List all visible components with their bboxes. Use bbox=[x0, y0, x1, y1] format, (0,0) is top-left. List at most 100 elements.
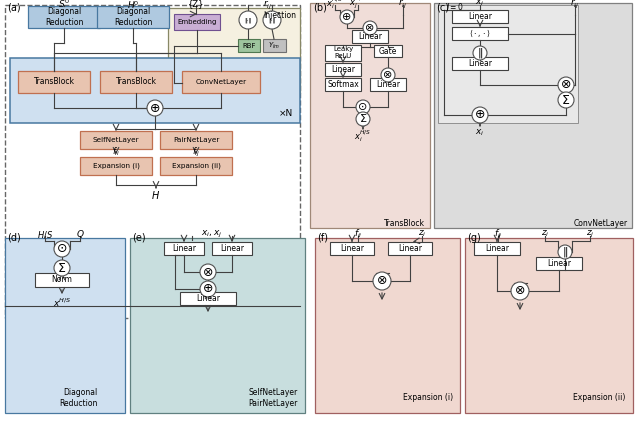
Text: Linear: Linear bbox=[340, 244, 364, 253]
Bar bbox=[325, 63, 361, 76]
Bar bbox=[168, 8, 300, 93]
Text: ⊕: ⊕ bbox=[150, 101, 160, 114]
Text: Linear: Linear bbox=[376, 80, 400, 89]
Circle shape bbox=[54, 260, 70, 276]
Circle shape bbox=[147, 100, 163, 116]
Text: Linear: Linear bbox=[331, 65, 355, 74]
Bar bbox=[325, 78, 361, 91]
Circle shape bbox=[54, 241, 70, 257]
Circle shape bbox=[472, 107, 488, 123]
Text: RBF: RBF bbox=[243, 42, 256, 48]
Bar bbox=[238, 39, 260, 52]
Text: Diagonal
Reduction: Diagonal Reduction bbox=[60, 388, 98, 408]
Circle shape bbox=[363, 21, 377, 35]
Bar bbox=[174, 14, 220, 30]
Text: $x_j^{H/S}$: $x_j^{H/S}$ bbox=[349, 0, 367, 11]
Text: $Q$: $Q$ bbox=[76, 228, 84, 240]
Text: Linear: Linear bbox=[172, 244, 196, 253]
Text: Norm: Norm bbox=[52, 275, 72, 284]
Text: (a): (a) bbox=[7, 3, 20, 13]
Text: (d): (d) bbox=[7, 233, 20, 243]
Bar bbox=[130, 238, 305, 413]
Text: Linear: Linear bbox=[196, 294, 220, 303]
Text: $f_{ii}$: $f_{ii}$ bbox=[112, 146, 120, 158]
Text: $z_i$: $z_i$ bbox=[418, 229, 426, 239]
Text: $l=0$: $l=0$ bbox=[446, 1, 464, 13]
Bar bbox=[160, 131, 232, 149]
Circle shape bbox=[356, 100, 370, 114]
Bar bbox=[35, 273, 89, 287]
Text: $S^0$: $S^0$ bbox=[58, 0, 70, 10]
Circle shape bbox=[200, 264, 216, 280]
Bar bbox=[263, 39, 286, 52]
Circle shape bbox=[356, 112, 370, 126]
Bar bbox=[315, 238, 460, 413]
Bar bbox=[5, 5, 300, 318]
Text: ⊗: ⊗ bbox=[383, 70, 393, 80]
Bar bbox=[325, 45, 361, 61]
Text: $\hat{H}^0$: $\hat{H}^0$ bbox=[127, 0, 140, 11]
Bar bbox=[352, 30, 388, 43]
Text: ⊗: ⊗ bbox=[561, 78, 572, 91]
Text: TransBlock: TransBlock bbox=[115, 78, 157, 87]
Text: ‖·‖: ‖·‖ bbox=[244, 17, 252, 23]
Circle shape bbox=[373, 272, 391, 290]
Bar bbox=[160, 157, 232, 175]
Text: ‖: ‖ bbox=[563, 247, 568, 257]
Circle shape bbox=[511, 282, 529, 300]
Bar bbox=[18, 71, 90, 93]
Bar bbox=[5, 238, 125, 413]
Text: Expansion (i): Expansion (i) bbox=[93, 163, 140, 169]
Text: (b): (b) bbox=[313, 3, 327, 13]
Text: $z_i$: $z_i$ bbox=[541, 229, 549, 239]
Bar bbox=[212, 242, 252, 255]
Bar bbox=[330, 242, 374, 255]
Text: ⊙: ⊙ bbox=[57, 242, 67, 255]
Text: ⊗: ⊗ bbox=[515, 284, 525, 297]
Text: $x_i$: $x_i$ bbox=[476, 0, 484, 8]
Circle shape bbox=[340, 10, 354, 24]
Text: (f): (f) bbox=[317, 233, 328, 243]
Text: Linear: Linear bbox=[468, 59, 492, 68]
Text: (c): (c) bbox=[436, 3, 449, 13]
Text: Linear: Linear bbox=[547, 259, 571, 268]
Text: Σ: Σ bbox=[562, 94, 570, 107]
Text: PairNetLayer: PairNetLayer bbox=[173, 137, 219, 143]
Text: $\tilde{r}_{ij}$: $\tilde{r}_{ij}$ bbox=[398, 0, 408, 10]
Text: ⊕: ⊕ bbox=[475, 109, 485, 122]
Text: ⊕: ⊕ bbox=[203, 282, 213, 295]
Text: Expansion (i): Expansion (i) bbox=[403, 394, 453, 403]
Circle shape bbox=[263, 11, 281, 29]
Text: SelfNetLayer
PairNetLayer: SelfNetLayer PairNetLayer bbox=[248, 388, 298, 408]
Bar bbox=[452, 27, 508, 40]
Text: Injection: Injection bbox=[263, 11, 296, 20]
Bar bbox=[438, 5, 578, 123]
Circle shape bbox=[558, 92, 574, 108]
Text: ‖·‖: ‖·‖ bbox=[268, 17, 276, 23]
Text: Gate: Gate bbox=[379, 46, 397, 55]
Text: Expansion (ii): Expansion (ii) bbox=[573, 394, 625, 403]
Text: Embedding: Embedding bbox=[177, 19, 217, 25]
Text: $f_{ii}$: $f_{ii}$ bbox=[354, 228, 362, 240]
Bar bbox=[434, 3, 632, 228]
Text: Linear: Linear bbox=[398, 244, 422, 253]
Circle shape bbox=[558, 245, 572, 259]
Bar bbox=[180, 292, 236, 305]
Text: Expansion (ii): Expansion (ii) bbox=[172, 163, 220, 169]
Bar bbox=[388, 242, 432, 255]
Text: $\tilde{r}_{ij}$: $\tilde{r}_{ij}$ bbox=[570, 0, 580, 10]
Text: SelfNetLayer: SelfNetLayer bbox=[93, 137, 140, 143]
Text: ConvNetLayer: ConvNetLayer bbox=[574, 219, 628, 227]
Text: ⊗: ⊗ bbox=[365, 23, 374, 33]
Text: $x_i, x_j$: $x_i, x_j$ bbox=[202, 229, 223, 239]
Bar bbox=[452, 57, 508, 70]
Bar bbox=[100, 71, 172, 93]
Bar bbox=[465, 238, 633, 413]
Circle shape bbox=[239, 11, 257, 29]
Text: Σ: Σ bbox=[360, 114, 367, 124]
Text: ConvNetLayer: ConvNetLayer bbox=[195, 79, 246, 85]
Bar bbox=[164, 242, 204, 255]
Text: Leaky
ReLU: Leaky ReLU bbox=[333, 46, 353, 59]
Bar bbox=[80, 157, 152, 175]
Bar bbox=[10, 58, 300, 123]
